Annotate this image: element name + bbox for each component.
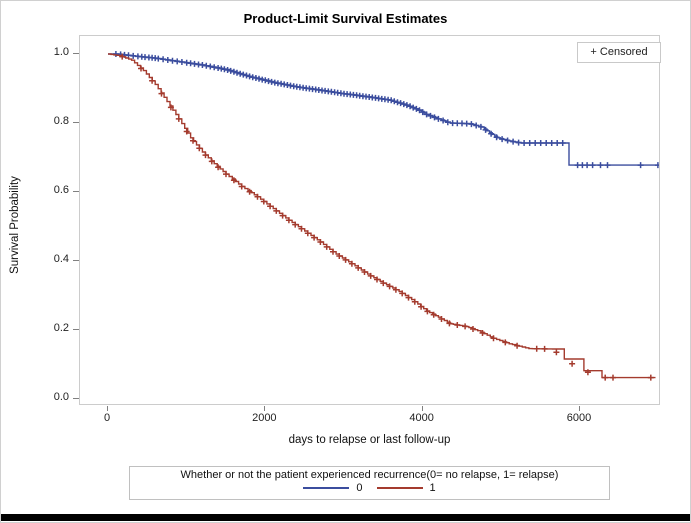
group-legend: Whether or not the patient experienced r… bbox=[129, 466, 610, 500]
x-axis-tick-mark bbox=[421, 406, 423, 411]
y-axis-tick-label: 0.6 bbox=[53, 184, 69, 196]
series-0-curve bbox=[108, 53, 659, 166]
y-axis-tick-label: 0.2 bbox=[53, 322, 69, 334]
legend-entry-group0: 0 bbox=[303, 482, 363, 494]
legend-entries: 0 1 bbox=[130, 482, 609, 494]
x-axis-tick-label: 4000 bbox=[409, 412, 434, 424]
x-axis-tick-label: 0 bbox=[103, 412, 111, 424]
series-1-curve bbox=[108, 53, 656, 379]
x-axis-tick-mark bbox=[264, 406, 266, 411]
x-axis-title: days to relapse or last follow-up bbox=[288, 434, 451, 446]
y-axis-tick-label: 1.0 bbox=[53, 46, 69, 58]
survival-curves-canvas bbox=[108, 51, 659, 381]
y-axis-tick-label: 0.0 bbox=[53, 391, 69, 403]
x-axis-tick-label: 2000 bbox=[252, 412, 277, 424]
x-axis-tick-mark bbox=[107, 406, 108, 411]
censored-label: + Censored bbox=[590, 46, 648, 58]
group0-line-swatch bbox=[303, 487, 350, 489]
group1-line-swatch bbox=[376, 487, 423, 489]
y-axis-tick-mark bbox=[73, 260, 79, 261]
y-axis-tick-mark bbox=[73, 53, 79, 54]
y-axis-tick-mark bbox=[73, 398, 79, 399]
y-axis-tick-mark bbox=[73, 122, 79, 123]
y-axis-tick-mark bbox=[73, 191, 79, 192]
series-1-censor-marks bbox=[119, 53, 654, 381]
x-axis-tick-mark bbox=[579, 406, 580, 411]
window-bottom-bar bbox=[1, 514, 690, 521]
series-0-censor-marks bbox=[112, 51, 659, 169]
legend-title: Whether or not the patient experienced r… bbox=[180, 469, 559, 481]
y-axis-tick-label: 0.4 bbox=[53, 253, 69, 265]
y-axis-tick-label: 0.8 bbox=[53, 115, 69, 127]
legend-entry-group1: 1 bbox=[376, 482, 436, 494]
y-axis-title: Survival Probability bbox=[9, 176, 21, 274]
y-axis-tick-mark bbox=[73, 329, 79, 330]
chart-title: Product-Limit Survival Estimates bbox=[243, 11, 448, 26]
group1-label: 1 bbox=[429, 482, 436, 494]
group0-label: 0 bbox=[356, 482, 363, 494]
plot-wall bbox=[79, 35, 660, 405]
x-axis-tick-label: 6000 bbox=[566, 412, 592, 424]
censored-legend-box: + Censored bbox=[577, 42, 661, 63]
